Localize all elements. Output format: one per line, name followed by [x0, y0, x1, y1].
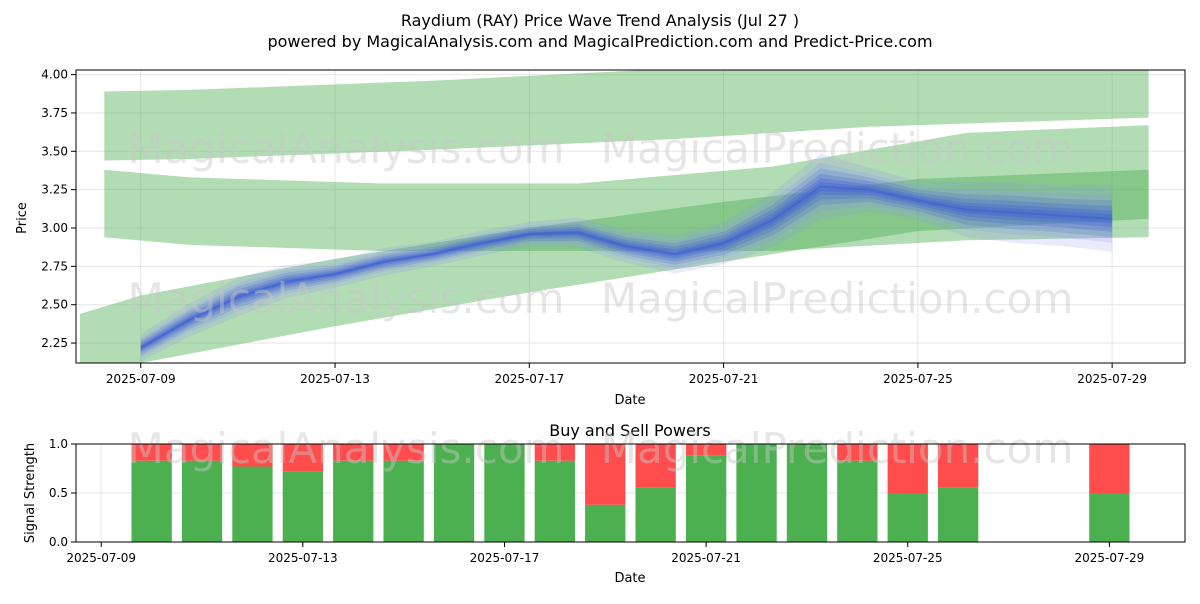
- buy-bar-2025-07-12: [232, 466, 273, 542]
- sell-bar-2025-07-25: [887, 444, 928, 493]
- sell-bar-2025-07-10: [131, 444, 172, 461]
- buy-bar-2025-07-11: [181, 460, 223, 542]
- buy-bar-2025-07-17: [484, 444, 525, 542]
- sell-bar-2025-07-24: [837, 444, 878, 461]
- sell-bar-2025-07-21: [686, 444, 727, 456]
- watermark-analysis-top: MagicalAnalysis.com: [128, 124, 565, 173]
- signal-y-tick-label-0: 0.0: [49, 535, 68, 549]
- price-plot-frame: [75, 69, 1186, 364]
- watermark-analysis-bottom: MagicalAnalysis.com: [128, 424, 565, 473]
- signal-x-axis-label: Date: [614, 571, 645, 586]
- price-plot-area: [76, 70, 1185, 363]
- watermark-analysis-mid: MagicalAnalysis.com: [128, 274, 565, 323]
- price-y-tick-label-2: 2.75: [41, 259, 68, 273]
- signal-x-tick-label-0: 2025-07-09: [66, 551, 136, 565]
- signal-x-tick-label-4: 2025-07-25: [873, 551, 943, 565]
- sell-bar-2025-07-15: [383, 444, 424, 461]
- signal-y-tick-label-2: 1.0: [49, 437, 68, 451]
- buy-bar-2025-07-19: [585, 504, 626, 542]
- buy-bar-2025-07-16: [433, 444, 475, 542]
- sell-bar-2025-07-14: [333, 444, 374, 461]
- buy-bar-2025-07-21: [686, 455, 727, 542]
- price-x-tick-label-5: 2025-07-29: [1077, 372, 1147, 386]
- buy-bar-2025-07-18: [534, 460, 575, 542]
- price-x-tick-label-4: 2025-07-25: [883, 372, 953, 386]
- buy-bar-2025-07-25: [887, 493, 928, 542]
- watermark-prediction-mid: MagicalPrediction.com: [601, 274, 1074, 323]
- signal-y-tick-label-1: 0.5: [49, 486, 68, 500]
- buy-bar-2025-07-10: [131, 460, 172, 542]
- buy-bar-2025-07-22: [736, 444, 777, 542]
- chart-title: Raydium (RAY) Price Wave Trend Analysis …: [401, 11, 799, 30]
- signal-x-tick-label-2: 2025-07-17: [470, 551, 540, 565]
- buy-bar-2025-07-23: [786, 444, 828, 542]
- price-y-tick-label-0: 2.25: [41, 336, 68, 350]
- signal-x-tick-label-3: 2025-07-21: [671, 551, 741, 565]
- chart-subtitle: powered by MagicalAnalysis.com and Magic…: [267, 32, 932, 51]
- price-y-tick-label-3: 3.00: [41, 221, 68, 235]
- price-y-tick-label-6: 3.75: [41, 106, 68, 120]
- prediction-bands: [80, 70, 1149, 363]
- price-wave-layer-0: [140, 153, 1113, 362]
- price-y-tick-label-5: 3.50: [41, 144, 68, 158]
- sell-bar-2025-07-11: [181, 444, 223, 461]
- price-x-tick-label-1: 2025-07-13: [300, 372, 370, 386]
- buy-bar-2025-07-14: [333, 460, 374, 542]
- prediction-band-0: [104, 70, 1149, 161]
- price-wave: [140, 153, 1113, 362]
- price-axes: 2025-07-09 2025-07-13 2025-07-17 2025-07-21…: [41, 68, 1147, 386]
- sell-bar-2025-07-18: [534, 444, 575, 461]
- sell-bar-2025-07-20: [635, 444, 676, 488]
- buy-bar-2025-07-29: [1089, 493, 1130, 542]
- signal-bars: [131, 444, 1130, 542]
- watermark-prediction-top: MagicalPrediction.com: [601, 124, 1074, 173]
- signal-panel: Buy and Sell Powers MagicalAnalysis.com …: [23, 421, 1186, 586]
- sell-bar-2025-07-13: [282, 444, 323, 472]
- sell-bar-2025-07-29: [1089, 444, 1130, 493]
- signal-chart-title: Buy and Sell Powers: [549, 421, 711, 440]
- price-wave-line: [140, 185, 1113, 349]
- signal-x-tick-label-1: 2025-07-13: [268, 551, 338, 565]
- buy-bar-2025-07-13: [282, 471, 323, 542]
- watermark-prediction-bottom: MagicalPrediction.com: [601, 424, 1074, 473]
- price-y-tick-label-4: 3.25: [41, 183, 68, 197]
- sell-bar-2025-07-26: [938, 444, 979, 488]
- buy-bar-2025-07-26: [938, 487, 979, 542]
- price-y-tick-label-7: 4.00: [41, 68, 68, 82]
- prediction-band-1: [104, 125, 1149, 251]
- price-grid: [76, 70, 1185, 363]
- price-x-axis-label: Date: [614, 393, 645, 408]
- signal-x-tick-label-5: 2025-07-29: [1075, 551, 1145, 565]
- sell-bar-2025-07-12: [232, 444, 273, 467]
- buy-bar-2025-07-24: [837, 460, 878, 542]
- signal-y-axis-label: Signal Strength: [23, 443, 38, 543]
- buy-bar-2025-07-15: [383, 460, 424, 542]
- price-y-tick-label-1: 2.50: [41, 298, 68, 312]
- price-x-tick-label-3: 2025-07-21: [689, 372, 759, 386]
- buy-bar-2025-07-20: [635, 487, 676, 542]
- price-panel: MagicalAnalysis.com MagicalPrediction.co…: [15, 68, 1186, 408]
- sell-bar-2025-07-19: [585, 444, 626, 505]
- prediction-band-2: [80, 169, 1149, 363]
- price-y-axis-label: Price: [15, 202, 30, 234]
- signal-axes: 2025-07-09 2025-07-13 2025-07-17 2025-07-21…: [49, 437, 1144, 565]
- price-x-tick-label-0: 2025-07-09: [106, 372, 176, 386]
- price-x-tick-label-2: 2025-07-17: [494, 372, 564, 386]
